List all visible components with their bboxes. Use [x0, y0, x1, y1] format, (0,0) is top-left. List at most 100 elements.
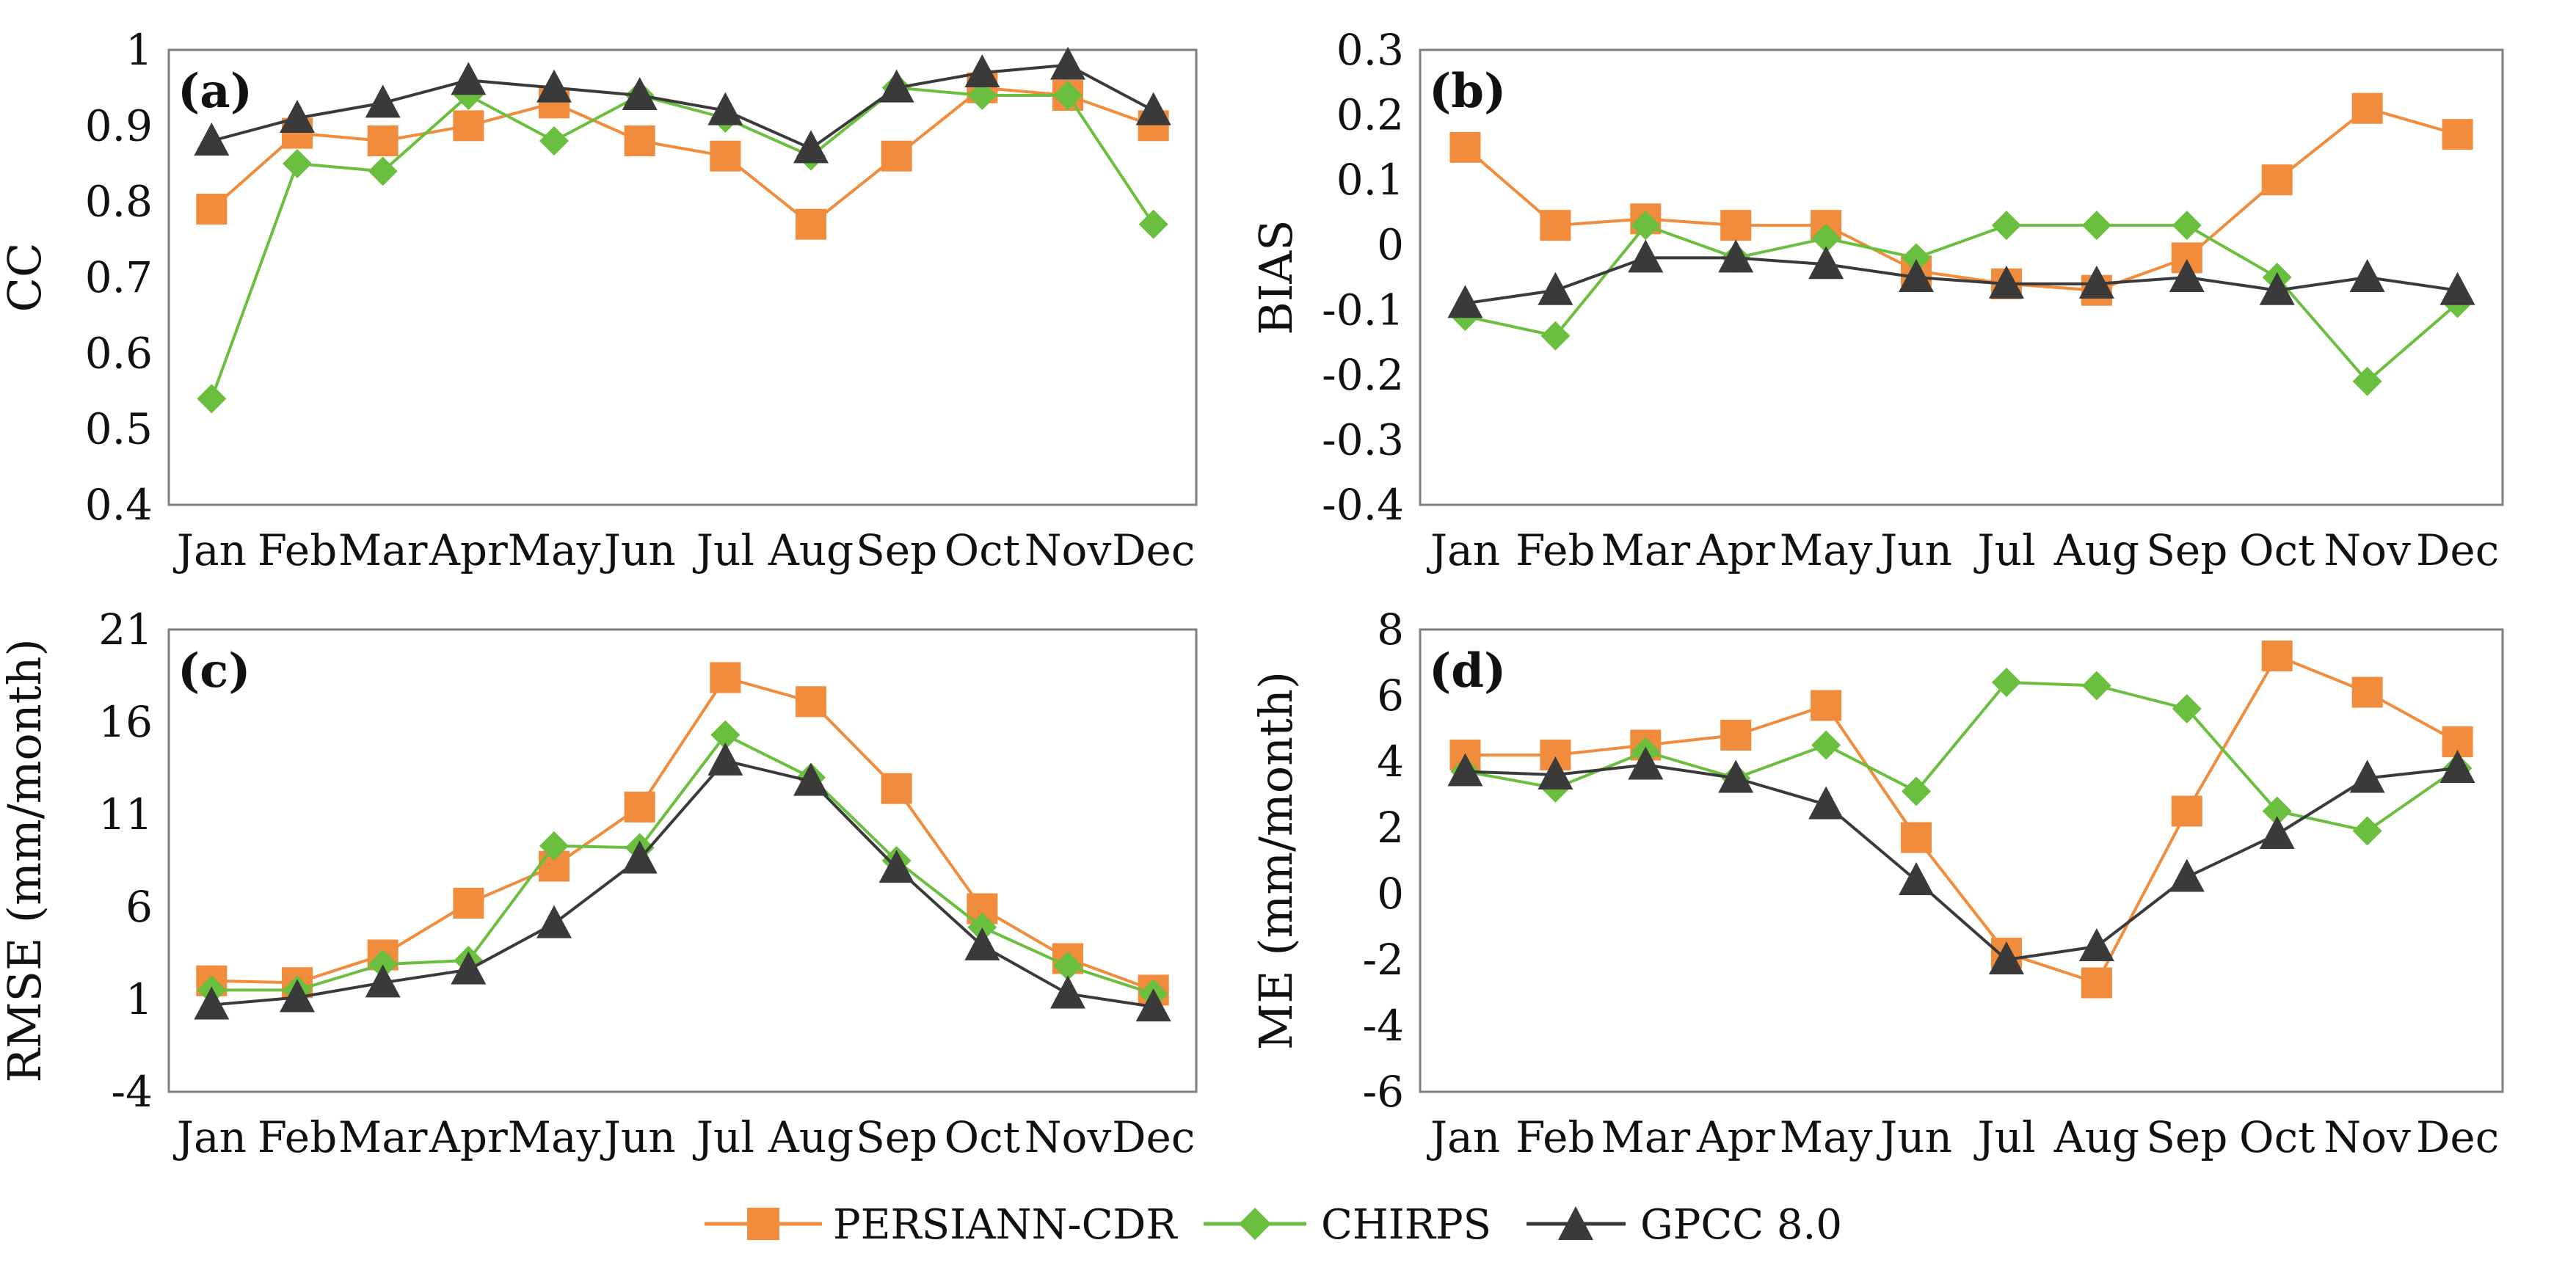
- panel-bias: -0.4 -0.3 -0.2 -0.1 0 0.1 0.2 0.3 Jan Feb Mar Apr Ma…: [1249, 25, 2504, 575]
- data-point-chirps: [1053, 81, 1083, 110]
- data-point-chirps: [1991, 668, 2021, 697]
- data-point-chirps: [1991, 211, 2021, 241]
- data-point-persiann: [2171, 795, 2202, 827]
- series-line-chirps: [1465, 681, 2459, 833]
- data-point-chirps: [539, 126, 569, 156]
- y-tick-label: -4: [1363, 1001, 1405, 1051]
- data-point-chirps: [2081, 671, 2111, 701]
- data-point-persiann: [881, 773, 912, 804]
- data-point-gpcc: [1808, 246, 1844, 280]
- series-line-gpcc: [1465, 256, 2458, 305]
- data-point-gpcc: [2078, 928, 2114, 961]
- x-tick-label: Apr: [1696, 1112, 1775, 1162]
- data-point-persiann: [2261, 641, 2293, 671]
- x-tick-label: May: [508, 525, 601, 575]
- data-point-gpcc: [1988, 941, 2024, 974]
- data-point-gpcc: [451, 951, 487, 985]
- data-point-chirps: [2172, 211, 2202, 241]
- x-tick-label: Aug: [768, 1112, 854, 1162]
- y-tick-label: 0.5: [85, 404, 153, 454]
- series-line-gpcc: [211, 63, 1154, 150]
- data-point-gpcc: [2259, 271, 2295, 305]
- y-tick-label: 0.4: [85, 480, 153, 530]
- x-tick-label: Nov: [2324, 1112, 2411, 1162]
- data-point-chirps: [1631, 211, 1661, 241]
- x-tick-label: Aug: [768, 525, 854, 575]
- y-tick-label: 0.3: [1336, 25, 1404, 75]
- data-point-chirps: [539, 831, 569, 861]
- data-point-chirps: [2081, 211, 2111, 241]
- x-tick-label: Dec: [2416, 525, 2499, 575]
- y-tick-label: -0.1: [1322, 285, 1404, 335]
- data-point-persiann: [2351, 92, 2383, 124]
- data-point-gpcc: [365, 964, 401, 998]
- y-axis-label: RMSE (mm/month): [0, 638, 51, 1082]
- y-axis-label: ME (mm/month): [1249, 671, 1303, 1050]
- data-point-chirps: [967, 912, 997, 942]
- data-point-persiann: [453, 887, 484, 919]
- y-tick-label: 0.2: [1336, 90, 1404, 140]
- data-point-chirps: [283, 149, 312, 178]
- x-tick-label: Feb: [1516, 1112, 1596, 1162]
- y-tick-label: 16: [98, 697, 153, 747]
- data-point-gpcc: [964, 927, 1000, 960]
- data-point-persiann: [453, 110, 484, 142]
- y-tick-label: 0.1: [1336, 155, 1404, 205]
- data-point-gpcc: [793, 130, 829, 164]
- data-point-gpcc: [793, 762, 829, 796]
- x-tick-label: Sep: [856, 525, 937, 575]
- y-tick-label: -0.2: [1322, 350, 1404, 400]
- y-tick-label: -0.4: [1322, 480, 1404, 530]
- data-point-gpcc: [1988, 265, 2024, 299]
- data-point-gpcc: [1050, 46, 1085, 80]
- data-point-gpcc: [2349, 759, 2385, 793]
- y-tick-label: 6: [125, 882, 153, 932]
- data-point-gpcc: [707, 92, 743, 125]
- y-tick-label: 21: [98, 605, 153, 654]
- data-point-persiann: [2261, 164, 2293, 196]
- data-point-chirps: [1138, 209, 1168, 239]
- data-point-gpcc: [1135, 92, 1171, 125]
- x-tick-label: May: [508, 1112, 601, 1162]
- data-point-gpcc: [1808, 786, 1844, 820]
- data-point-persiann: [196, 194, 228, 225]
- x-tick-label: Apr: [429, 1112, 508, 1162]
- data-point-gpcc: [2439, 271, 2475, 305]
- data-point-chirps: [1811, 223, 1841, 253]
- x-tick-label: Jan: [1427, 1112, 1500, 1162]
- x-tick-label: Aug: [2053, 525, 2139, 575]
- data-point-chirps: [368, 156, 398, 186]
- y-tick-label: 1: [125, 974, 153, 1024]
- data-point-gpcc: [1899, 862, 1935, 895]
- data-point-gpcc: [280, 979, 315, 1013]
- data-point-gpcc: [2439, 750, 2475, 783]
- data-point-gpcc: [1718, 759, 1754, 793]
- plot-frame-me: [1419, 628, 2504, 1093]
- y-tick-label: 4: [1377, 737, 1404, 787]
- data-point-gpcc: [1628, 239, 1664, 273]
- x-tick-label: Mar: [338, 525, 428, 575]
- data-point-gpcc: [1628, 746, 1664, 780]
- y-tick-label: -0.3: [1322, 415, 1404, 464]
- data-point-chirps: [1811, 730, 1841, 760]
- data-point-persiann: [1449, 131, 1481, 163]
- panel-label: (a): [178, 64, 252, 119]
- x-tick-label: Jan: [1427, 525, 1500, 575]
- data-point-gpcc: [536, 69, 572, 103]
- x-tick-label: Feb: [258, 525, 338, 575]
- data-point-persiann: [796, 686, 826, 718]
- x-tick-label: Jun: [1877, 1112, 1952, 1162]
- plot-frame-bias: [1419, 48, 2504, 506]
- data-point-chirps: [1902, 776, 1932, 806]
- data-point-persiann: [2081, 967, 2112, 999]
- data-point-persiann: [2351, 676, 2383, 708]
- legend-label-chirps: CHIRPS: [1321, 1201, 1491, 1249]
- y-tick-label: 2: [1377, 803, 1404, 853]
- x-tick-label: Aug: [2053, 1112, 2139, 1162]
- data-point-persiann: [624, 125, 655, 156]
- data-point-gpcc: [1538, 271, 1573, 305]
- data-point-gpcc: [622, 77, 658, 110]
- data-point-persiann: [1811, 690, 1842, 721]
- data-point-persiann: [1720, 210, 1752, 241]
